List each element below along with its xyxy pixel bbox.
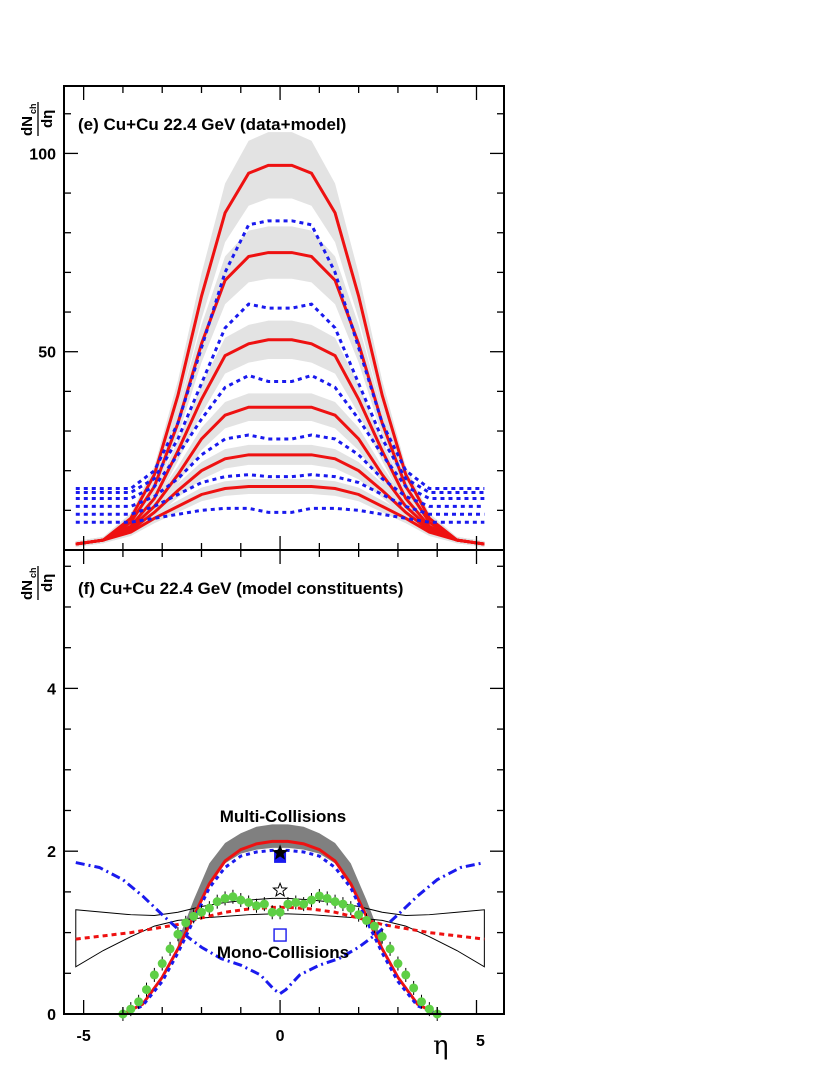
- data-point: [424, 1004, 434, 1014]
- panel-f-frame: [63, 549, 505, 1015]
- model-curve: [75, 453, 485, 546]
- data-point: [401, 970, 411, 980]
- data-point: [283, 899, 293, 909]
- data-point: [322, 893, 332, 903]
- data-point: [393, 959, 403, 969]
- data-curve: [122, 848, 438, 1016]
- data-point: [197, 907, 206, 917]
- y-label-numerator: dN: [19, 116, 36, 136]
- data-point: [149, 970, 159, 980]
- x-tick-label: 0: [276, 1028, 285, 1045]
- data-point: [362, 915, 371, 925]
- model-curve: [122, 839, 438, 1016]
- e-lines: [75, 163, 485, 546]
- y-label-subscript: ch: [28, 567, 38, 578]
- y-label-subscript: ch: [28, 103, 38, 114]
- data-point: [377, 932, 387, 942]
- multi-collision-band: [177, 824, 383, 949]
- model-curve: [75, 163, 485, 546]
- f-ticks: 0 2 4 -5 0 5: [47, 550, 504, 1050]
- y-label-denominator: dη: [39, 110, 56, 128]
- y-label-denominator: dη: [39, 574, 56, 592]
- data-curve: [75, 433, 485, 508]
- panel-f-ylabel: dN ch dη: [19, 566, 56, 600]
- marker-filled-star: [272, 844, 289, 860]
- data-point: [259, 899, 269, 909]
- panel-e-ylabel: dN ch dη: [19, 102, 56, 136]
- data-point: [299, 899, 309, 909]
- data-point: [244, 897, 254, 907]
- e-ticks: 50 100: [29, 86, 504, 550]
- data-point: [354, 910, 364, 920]
- data-point: [157, 959, 167, 969]
- uncertainty-band: [75, 226, 485, 547]
- data-point: [314, 891, 324, 901]
- panel-e-title: (e) Cu+Cu 22.4 GeV (data+model): [78, 115, 346, 134]
- data-curve: [75, 473, 485, 516]
- data-point: [204, 903, 214, 913]
- data-curve: [75, 219, 485, 491]
- data-point: [220, 893, 230, 903]
- data-point: [173, 929, 183, 939]
- data-point: [142, 985, 151, 995]
- data-point: [134, 997, 144, 1007]
- data-point: [165, 944, 175, 954]
- y-tick-label: 0: [47, 1007, 56, 1024]
- annotation-multi-collisions: Multi-Collisions: [220, 807, 347, 826]
- panel-e: 50 100 (e) Cu+Cu 22.4 GeV (data+model) dN…: [19, 85, 505, 551]
- blue-dashdot-curve: [75, 861, 485, 996]
- f-lines: [75, 839, 485, 1016]
- model-curve: [75, 338, 485, 546]
- data-point: [275, 907, 285, 917]
- data-point: [307, 895, 316, 905]
- model-curve: [75, 251, 485, 546]
- data-curve: [75, 302, 485, 494]
- y-label-numerator: dN: [19, 580, 36, 600]
- marker-open-star: [272, 881, 289, 898]
- y-tick-label: 50: [38, 345, 56, 362]
- y-tick-label: 2: [47, 844, 56, 861]
- data-point: [236, 895, 246, 905]
- x-tick-label: -5: [77, 1028, 91, 1045]
- model-curve: [75, 405, 485, 546]
- data-point: [126, 1004, 136, 1014]
- data-point: [252, 901, 261, 911]
- data-curve: [75, 506, 485, 524]
- data-point: [189, 911, 199, 921]
- annotation-mono-collisions: Mono-Collisions: [217, 943, 349, 962]
- y-tick-label: 4: [47, 681, 56, 698]
- data-point: [267, 907, 277, 917]
- data-point: [181, 918, 191, 928]
- x-tick-label: 5: [476, 1033, 485, 1050]
- y-tick-label: 100: [29, 146, 56, 163]
- data-point: [409, 983, 419, 993]
- panel-f-title: (f) Cu+Cu 22.4 GeV (model constituents): [78, 579, 403, 598]
- data-point: [212, 897, 222, 907]
- data-point: [338, 899, 348, 909]
- data-point: [291, 897, 301, 907]
- x-axis-label: η: [433, 1031, 449, 1061]
- model-curve: [75, 485, 485, 546]
- data-point: [369, 921, 379, 931]
- marker-open-square: [273, 928, 287, 942]
- data-point: [330, 897, 340, 907]
- panel-f: 0 2 4 -5 0 5 (f) Cu+Cu 22.4 GeV (model consti…: [19, 549, 505, 1061]
- data-point: [417, 997, 426, 1007]
- data-point: [385, 944, 395, 954]
- data-point: [346, 903, 356, 913]
- data-point: [228, 892, 238, 902]
- f-points: [118, 844, 442, 1021]
